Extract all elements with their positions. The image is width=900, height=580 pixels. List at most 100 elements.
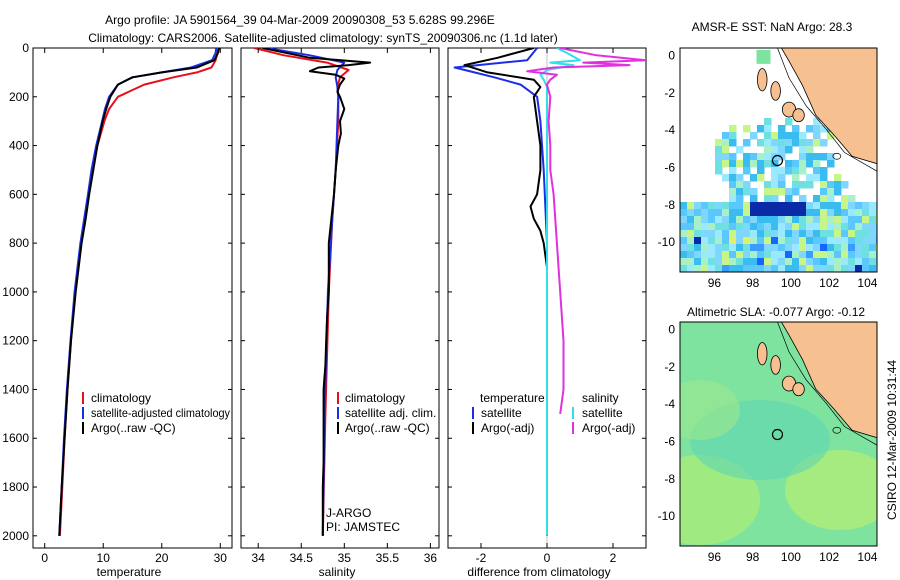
sst-cell — [687, 209, 695, 217]
sst-cell — [743, 230, 751, 238]
sst-cell — [736, 174, 744, 182]
sst-cell — [799, 160, 807, 168]
sst-cell — [750, 258, 758, 266]
sst-cell — [736, 181, 744, 189]
sst-cell — [701, 251, 709, 259]
sst-cell — [869, 202, 877, 210]
sst-cell — [694, 244, 702, 252]
sst-cell — [771, 237, 779, 245]
sst-cell — [834, 223, 842, 231]
sst-cell — [792, 188, 800, 196]
sst-cell — [785, 258, 793, 266]
bathymetry-contour — [777, 48, 877, 172]
sst-cell — [715, 209, 723, 217]
temperature-legend: climatology satellite-adjusted climatolo… — [82, 391, 230, 435]
sst-cell — [820, 139, 828, 147]
y-tick-label: -8 — [664, 472, 675, 486]
sst-cell — [820, 153, 828, 161]
sst-cell — [694, 265, 702, 272]
sst-cell — [806, 209, 814, 217]
sst-cell — [771, 265, 779, 272]
x-tick-label: 34.5 — [290, 551, 314, 565]
sst-cell — [764, 258, 772, 266]
sst-cell — [736, 258, 744, 266]
sst-cell — [722, 265, 730, 272]
sst-cell — [813, 216, 821, 224]
sst-cell — [785, 167, 793, 175]
sst-cell — [820, 125, 828, 133]
sst-cell — [771, 251, 779, 259]
sst-cell — [743, 153, 751, 161]
sst-cell — [715, 153, 723, 161]
sst-cell — [736, 188, 744, 196]
sst-cell — [820, 251, 828, 259]
x-tick-label: 20 — [155, 551, 169, 565]
sst-cell — [764, 125, 772, 133]
y-tick-label: 0 — [668, 322, 675, 336]
series-line-blue — [266, 48, 346, 536]
sst-cell — [799, 167, 807, 175]
sst-cell — [743, 216, 751, 224]
figure-title-line2: Climatology: CARS2006. Satellite-adjuste… — [88, 31, 558, 45]
sst-cell — [806, 251, 814, 259]
sst-cell — [792, 125, 800, 133]
sst-cell — [855, 265, 863, 272]
y-tick-label: -2 — [664, 360, 675, 374]
sst-cell — [694, 258, 702, 266]
sst-cell — [771, 174, 779, 182]
x-tick-label: 104 — [857, 276, 877, 290]
sst-cell — [862, 244, 870, 252]
series-line-red — [253, 48, 350, 536]
sst-cell — [701, 202, 709, 210]
sst-cell — [771, 216, 779, 224]
sst-cell — [750, 209, 758, 217]
sst-cell — [778, 188, 786, 196]
legend-title: salinity — [582, 391, 619, 405]
sst-cell — [827, 251, 835, 259]
sst-cell — [792, 237, 800, 245]
sst-cell — [729, 125, 737, 133]
sst-cell — [722, 223, 730, 231]
sst-cell — [736, 251, 744, 259]
sst-cell — [785, 118, 793, 126]
sst-cell — [708, 237, 716, 245]
sst-cell — [813, 195, 821, 203]
sst-cell — [687, 265, 695, 272]
sst-cell — [694, 223, 702, 231]
sst-cell — [813, 153, 821, 161]
y-tick-label: 0 — [22, 41, 29, 55]
sst-cell — [820, 223, 828, 231]
sst-cell — [785, 146, 793, 154]
sst-cell — [743, 223, 751, 231]
sst-cell — [736, 216, 744, 224]
x-tick-label: 98 — [746, 550, 760, 564]
sst-cell — [813, 223, 821, 231]
sst-cell — [729, 237, 737, 245]
y-tick-label: -4 — [664, 123, 675, 137]
sst-cell — [736, 237, 744, 245]
sst-cell — [827, 258, 835, 266]
sst-cell — [715, 237, 723, 245]
sst-cell — [736, 244, 744, 252]
sst-cell — [757, 153, 765, 161]
sst-cell — [722, 202, 730, 210]
sst-cell — [722, 251, 730, 259]
sst-cell — [792, 181, 800, 189]
sst-cell — [701, 244, 709, 252]
sst-cell — [834, 237, 842, 245]
y-tick-label: 1800 — [2, 480, 29, 494]
x-tick-label: 100 — [781, 276, 801, 290]
sst-cell — [694, 251, 702, 259]
sst-cell — [722, 132, 730, 140]
sst-cell — [862, 237, 870, 245]
sst-cell — [834, 181, 842, 189]
island — [792, 382, 805, 397]
sst-cell — [729, 195, 737, 203]
sst-cell — [813, 209, 821, 217]
sst-cell — [869, 223, 877, 231]
sst-cell — [750, 195, 758, 203]
sst-cell — [771, 132, 779, 140]
sst-cell — [750, 244, 758, 252]
sst-cell — [701, 237, 709, 245]
sst-cell — [848, 230, 856, 238]
